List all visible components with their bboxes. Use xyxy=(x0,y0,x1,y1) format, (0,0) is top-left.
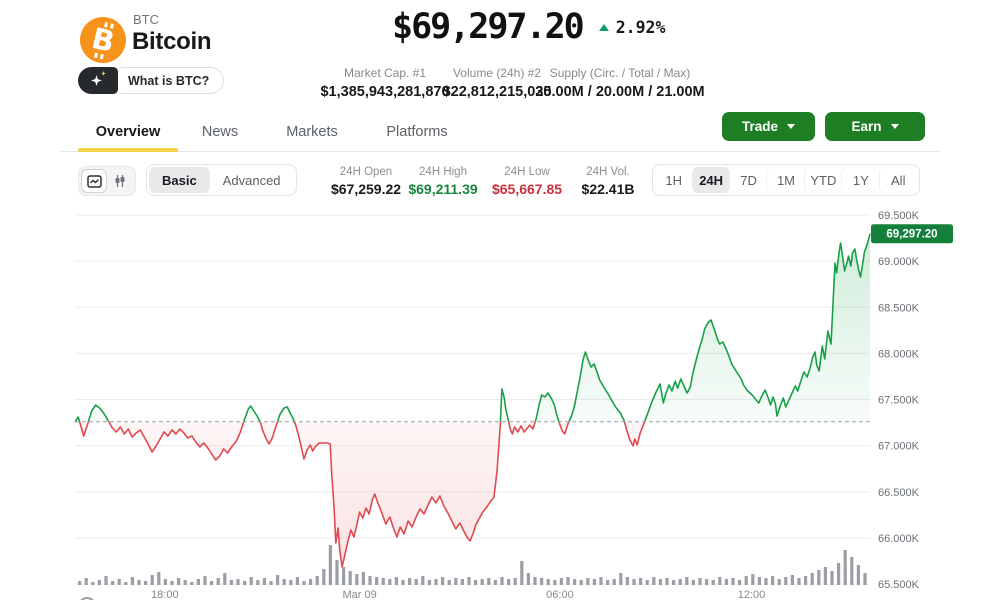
stat-24h-low: 24H Low $65,667.85 xyxy=(491,166,563,197)
svg-text:68.500K: 68.500K xyxy=(878,302,920,314)
svg-text:12:00: 12:00 xyxy=(738,589,766,600)
volume-stat: Volume (24h) #2 $22,812,215,035 xyxy=(442,66,552,100)
stat-24h-high: 24H High $69,211.39 xyxy=(408,166,478,197)
svg-text:68.000K: 68.000K xyxy=(878,348,920,360)
bitcoin-logo-icon: B xyxy=(80,17,126,63)
svg-text:Mar 09: Mar 09 xyxy=(342,589,376,600)
candlestick-chart-icon[interactable] xyxy=(107,169,133,193)
svg-text:69.500K: 69.500K xyxy=(878,210,920,222)
svg-text:18:00: 18:00 xyxy=(151,589,179,600)
price-change-percent: 2.92% xyxy=(615,17,666,37)
tabbar-divider xyxy=(60,151,940,152)
supply-stat: Supply (Circ. / Total / Max) 20.00M / 20… xyxy=(535,66,705,100)
active-tab-underline xyxy=(78,148,178,152)
advanced-mode-button[interactable]: Advanced xyxy=(222,172,281,188)
chart-type-toggle xyxy=(78,166,136,196)
trade-button[interactable]: Trade xyxy=(722,112,815,141)
range-24h[interactable]: 24H xyxy=(692,167,730,193)
line-chart-icon[interactable] xyxy=(81,169,107,193)
range-ytd[interactable]: YTD xyxy=(805,167,842,193)
tab-platforms[interactable]: Platforms xyxy=(386,124,448,140)
market-cap-stat: Market Cap. #1 $1,385,943,281,870 xyxy=(320,66,450,100)
chevron-down-icon xyxy=(787,124,796,129)
what-is-btc-button[interactable]: What is BTC? xyxy=(78,67,225,94)
range-all[interactable]: All xyxy=(880,167,917,193)
range-1m[interactable]: 1M xyxy=(767,167,804,193)
svg-text:69.000K: 69.000K xyxy=(878,256,920,268)
range-1y[interactable]: 1Y xyxy=(842,167,879,193)
svg-text:66.500K: 66.500K xyxy=(878,487,920,499)
basic-advanced-toggle: Basic Advanced xyxy=(146,164,297,196)
sparkle-icon xyxy=(78,67,118,94)
price-up-triangle-icon xyxy=(598,23,609,31)
time-range-selector: 1H 24H 7D 1M YTD 1Y All xyxy=(652,164,920,196)
tab-markets[interactable]: Markets xyxy=(286,124,338,140)
coin-symbol: BTC xyxy=(133,12,159,27)
svg-text:66.000K: 66.000K xyxy=(878,533,920,545)
svg-text:06:00: 06:00 xyxy=(546,589,574,600)
tab-overview[interactable]: Overview xyxy=(95,124,161,140)
price-block: $69,297.20 2.92% xyxy=(392,7,665,47)
svg-text:69,297.20: 69,297.20 xyxy=(886,229,937,241)
coin-name: Bitcoin xyxy=(132,28,212,55)
what-is-btc-label: What is BTC? xyxy=(118,67,225,94)
svg-text:67.000K: 67.000K xyxy=(878,441,920,453)
range-1h[interactable]: 1H xyxy=(665,172,683,188)
basic-mode-button[interactable]: Basic xyxy=(149,167,210,193)
earn-button[interactable]: Earn xyxy=(825,112,925,141)
stat-24h-open: 24H Open $67,259.22 xyxy=(330,166,402,197)
stat-24h-vol: 24H Vol. $22.41B xyxy=(581,166,635,197)
chevron-down-icon xyxy=(890,124,899,129)
svg-text:65.500K: 65.500K xyxy=(878,579,920,591)
current-price: $69,297.20 xyxy=(392,7,585,47)
tab-news[interactable]: News xyxy=(201,124,239,140)
svg-text:67.500K: 67.500K xyxy=(878,395,920,407)
range-7d[interactable]: 7D xyxy=(730,167,767,193)
price-chart[interactable]: 69.500K 69.000K 68.500K 68.000K 67.500K 67.00… xyxy=(0,205,1000,600)
